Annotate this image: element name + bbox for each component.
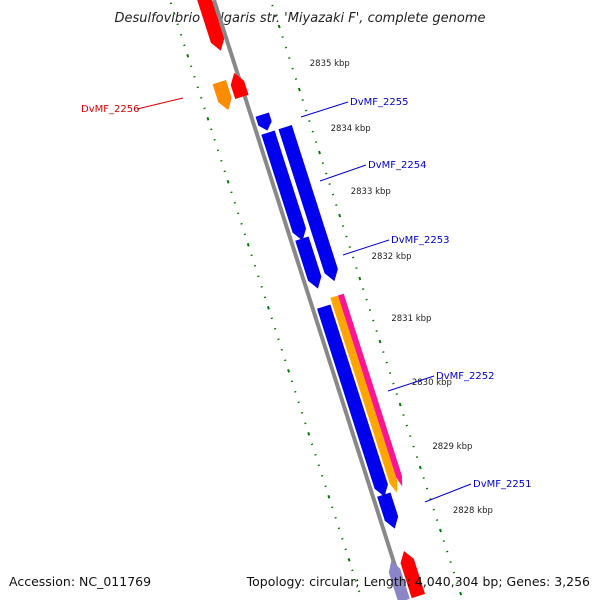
gene-forward (400, 551, 426, 599)
gene-label-DvMF_2254: DvMF_2254 (368, 160, 426, 171)
gene-label-DvMF_2253: DvMF_2253 (391, 235, 449, 246)
tick-dot (338, 213, 342, 218)
tick-dot (287, 368, 290, 373)
tick-label: 2832 kbp (372, 252, 412, 262)
tick-dot (297, 87, 301, 92)
tick-label: 2835 kbp (310, 59, 350, 69)
tick-dot (418, 465, 422, 470)
gene-features (197, 0, 426, 600)
gene-DvMF_2254-part (261, 130, 307, 241)
gene-feature-orange (330, 295, 398, 493)
gene-DvMF_2253 (295, 236, 322, 289)
outer-tick-dots (271, 4, 463, 596)
tick-dot (206, 116, 210, 121)
gene-DvMF_2255 (255, 112, 272, 131)
tick-dot (358, 276, 362, 281)
gene-forward (197, 0, 225, 51)
tick-label: 2833 kbp (351, 187, 391, 197)
gene-forward (230, 72, 249, 100)
tick-dot (307, 431, 311, 436)
gene-DvMF_2251 (377, 492, 399, 529)
tick-dot (246, 242, 250, 247)
gene-label-DvMF_2255: DvMF_2255 (350, 97, 408, 108)
tick-label: 2830 kbp (412, 378, 452, 388)
gene-forward-other (212, 79, 232, 111)
inner-tick-dots (169, 2, 361, 593)
genome-backbone (212, 0, 408, 600)
gene-label-leader (387, 375, 435, 392)
genome-summary: Topology: circular; Length: 4,040,304 bp… (246, 574, 590, 589)
gene-feature-pink (337, 293, 403, 487)
gene-reverse-other (388, 560, 410, 600)
gene-label-DvMF_2251: DvMF_2251 (473, 479, 531, 490)
gene-DvMF_2254 (278, 125, 338, 282)
tick-dot (347, 557, 351, 562)
tick-dot (459, 591, 463, 596)
gene-label-DvMF_2256: DvMF_2256 (81, 104, 139, 115)
tick-label: 2828 kbp (453, 506, 493, 516)
gene-labels: DvMF_2256 DvMF_2255 DvMF_2254 DvMF_2253 DvMF… (81, 97, 531, 503)
tick-dot (318, 150, 321, 155)
tick-dot (398, 402, 402, 407)
tick-dot (277, 24, 281, 29)
tick-dot (439, 528, 442, 533)
gene-label-DvMF_2252: DvMF_2252 (436, 371, 494, 382)
tick-dot (226, 179, 230, 184)
tick-dot (266, 305, 270, 310)
gene-label-leader (342, 239, 390, 256)
gene-label-leader (319, 164, 367, 182)
tick-label: 2831 kbp (391, 314, 431, 324)
gene-label-leader (424, 483, 472, 503)
gene-DvMF_2252 (317, 304, 388, 497)
gene-label-leader (300, 101, 349, 118)
tick-dot (378, 339, 382, 344)
genome-title: Desulfovibrio vulgaris str. 'Miyazaki F'… (114, 11, 485, 26)
tick-dot (186, 53, 190, 58)
tick-label: 2834 kbp (331, 124, 371, 134)
kbp-tick-labels: 2835 kbp 2834 kbp 2833 kbp 2832 kbp 2831 kbp… (310, 59, 493, 516)
tick-label: 2829 kbp (432, 442, 472, 452)
accession-label: Accession: NC_011769 (9, 574, 151, 589)
gene-label-leader (136, 97, 184, 110)
tick-dot (327, 494, 331, 499)
